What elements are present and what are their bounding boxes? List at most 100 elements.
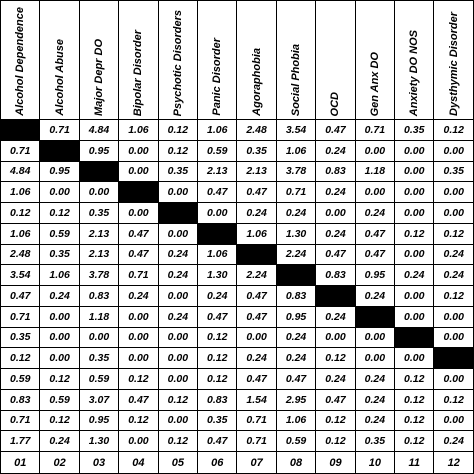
column-header-label: Alcohol Abuse <box>53 39 66 116</box>
table-cell: 1.30 <box>78 430 120 452</box>
table-cell: 3.54 <box>0 264 41 286</box>
table-cell: 0.47 <box>118 222 159 245</box>
table-cell: 0.00 <box>315 202 356 224</box>
table-cell: 0.24 <box>118 285 159 307</box>
table-cell: 1.77 <box>0 430 41 452</box>
table-cell: 0.95 <box>354 264 396 286</box>
diagonal-cell <box>118 181 159 203</box>
table-cell: 1.06 <box>0 181 41 203</box>
table-cell: 1.06 <box>197 119 238 141</box>
table-cell: 0.71 <box>0 305 41 328</box>
table-cell: 0.24 <box>354 409 396 432</box>
table-row: 3.54 1.06 3.78 0.71 0.24 1.30 2.24 0.83 0.95 0.24… <box>0 264 474 286</box>
column-code: 11 <box>394 451 435 474</box>
table-cell: 0.83 <box>315 160 356 183</box>
column-header-label: Major Depr DO <box>93 38 106 116</box>
table-cell: 0.24 <box>275 326 317 349</box>
table-cell: 0.47 <box>118 388 159 411</box>
table-cell: 0.59 <box>0 368 41 390</box>
table-cell: 0.12 <box>39 409 80 432</box>
column-header: Agoraphobia <box>236 0 277 120</box>
table-cell: 0.12 <box>197 326 238 349</box>
diagonal-cell <box>394 326 435 349</box>
table-cell: 0.47 <box>315 243 356 266</box>
column-header-label: Psychotic Disorders <box>171 9 184 116</box>
diagonal-cell <box>157 202 199 224</box>
table-cell: 0.71 <box>0 409 41 432</box>
table-cell: 0.83 <box>78 285 120 307</box>
table-row: 1.06 0.59 2.13 0.47 0.00 1.06 1.30 0.24 0.47 0.12… <box>0 222 474 245</box>
table-cell: 0.24 <box>315 139 356 162</box>
table-cell: 0.35 <box>78 202 120 224</box>
table-cell: 3.54 <box>275 119 317 141</box>
column-header: Psychotic Disorders <box>157 0 199 120</box>
column-header-label: Panic Disorder <box>211 38 224 116</box>
table-cell: 0.12 <box>39 202 80 224</box>
table-cell: 1.18 <box>78 305 120 328</box>
table-cell: 0.71 <box>39 119 80 141</box>
table-cell: 0.24 <box>197 285 238 307</box>
diagonal-cell <box>354 305 396 328</box>
table-cell: 0.12 <box>394 388 435 411</box>
column-header-label: Dysthymic Disorder <box>447 12 460 116</box>
table-cell: 0.00 <box>118 430 159 452</box>
table-cell: 0.00 <box>157 222 199 245</box>
column-header: OCD <box>315 0 356 120</box>
table-row: 0.47 0.24 0.83 0.24 0.00 0.24 0.47 0.83 0.24 0.00… <box>0 285 474 307</box>
table-cell: 0.00 <box>157 181 199 203</box>
table-cell: 0.24 <box>354 285 396 307</box>
column-code: 03 <box>78 451 120 474</box>
table-cell: 0.83 <box>315 264 356 286</box>
table-cell: 0.00 <box>394 160 435 183</box>
table-cell: 0.83 <box>0 388 41 411</box>
table-cell: 0.00 <box>433 202 474 224</box>
table-cell: 0.00 <box>394 285 435 307</box>
table-cell: 1.06 <box>118 119 159 141</box>
column-code: 02 <box>39 451 80 474</box>
table-cell: 0.47 <box>236 368 277 390</box>
column-code: 04 <box>118 451 159 474</box>
table-cell: 0.00 <box>354 326 396 349</box>
table-cell: 2.24 <box>275 243 317 266</box>
table-cell: 0.71 <box>236 409 277 432</box>
column-header-label: Social Phobia <box>290 43 303 116</box>
column-header-label: OCD <box>329 91 342 116</box>
column-header-label: Gen Anx DO <box>368 51 381 116</box>
table-cell: 0.47 <box>197 181 238 203</box>
diagonal-cell <box>0 119 41 141</box>
table-cell: 0.00 <box>157 368 199 390</box>
table-cell: 2.13 <box>78 222 120 245</box>
table-cell: 0.24 <box>236 202 277 224</box>
column-header-row: Alcohol Dependence Alcohol Abuse Major Dep… <box>0 0 474 120</box>
table-cell: 0.95 <box>275 305 317 328</box>
table-cell: 0.95 <box>78 139 120 162</box>
table-cell: 0.00 <box>394 347 435 369</box>
diagonal-cell <box>197 222 238 245</box>
table-cell: 0.00 <box>39 347 80 369</box>
column-header: Alcohol Dependence <box>0 0 41 120</box>
table-cell: 0.12 <box>0 347 41 369</box>
table-cell: 0.00 <box>157 326 199 349</box>
table-cell: 1.54 <box>236 388 277 411</box>
table-cell: 0.35 <box>433 160 474 183</box>
table-cell: 0.00 <box>394 305 435 328</box>
table-cell: 0.12 <box>394 222 435 245</box>
table-cell: 2.95 <box>275 388 317 411</box>
table-cell: 1.06 <box>275 409 317 432</box>
table-cell: 0.00 <box>394 139 435 162</box>
table-row: 0.71 4.84 1.06 0.12 1.06 2.48 3.54 0.47 0.71 0.35… <box>0 119 474 141</box>
table-cell: 0.71 <box>354 119 396 141</box>
table-cell: 0.47 <box>197 305 238 328</box>
table-cell: 0.24 <box>157 243 199 266</box>
table-cell: 0.24 <box>39 285 80 307</box>
table-cell: 0.00 <box>118 202 159 224</box>
table-cell: 0.00 <box>39 326 80 349</box>
column-code: 06 <box>197 451 238 474</box>
table-cell: 2.48 <box>0 243 41 266</box>
column-header-label: Agoraphobia <box>250 48 263 116</box>
table-cell: 4.84 <box>0 160 41 183</box>
table-cell: 0.00 <box>118 139 159 162</box>
table-row: 2.48 0.35 2.13 0.47 0.24 1.06 2.24 0.47 0.47 0.00… <box>0 243 474 266</box>
table-cell: 2.13 <box>236 160 277 183</box>
table-cell: 0.12 <box>433 285 474 307</box>
